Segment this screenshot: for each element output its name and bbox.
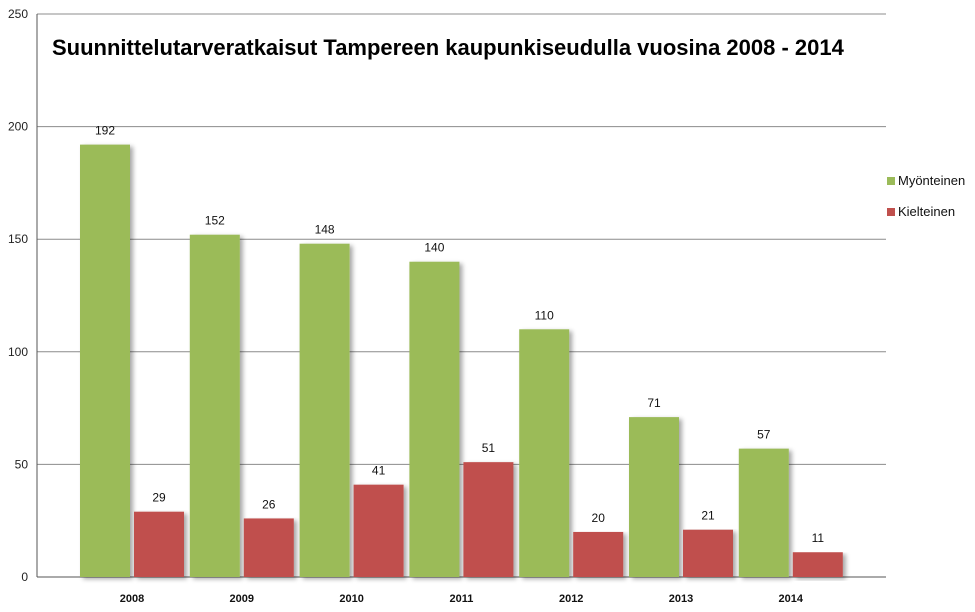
bar-myonteinen-2008 bbox=[80, 144, 130, 577]
data-label: 21 bbox=[701, 509, 715, 523]
y-tick-label: 200 bbox=[8, 120, 28, 134]
legend-swatch bbox=[887, 177, 895, 185]
bar-kielteinen-2013 bbox=[683, 529, 733, 577]
y-tick-label: 250 bbox=[8, 7, 28, 21]
x-tick-label: 2014 bbox=[779, 593, 804, 605]
data-label: 29 bbox=[152, 491, 166, 505]
legend-swatch bbox=[887, 208, 895, 216]
data-label: 26 bbox=[262, 497, 276, 511]
y-tick-label: 50 bbox=[15, 457, 29, 471]
y-tick-label: 0 bbox=[21, 570, 28, 584]
bar-kielteinen-2014 bbox=[792, 552, 843, 577]
x-tick-label: 2008 bbox=[120, 593, 144, 605]
data-label: 41 bbox=[372, 464, 386, 478]
bar-myonteinen-2012 bbox=[519, 329, 570, 577]
x-tick-label: 2011 bbox=[449, 593, 473, 605]
bar-kielteinen-2012 bbox=[573, 531, 624, 577]
data-label: 192 bbox=[95, 124, 115, 138]
bar-kielteinen-2009 bbox=[243, 518, 294, 577]
bar-myonteinen-2014 bbox=[738, 448, 789, 577]
data-label: 152 bbox=[205, 214, 225, 228]
bar-kielteinen-2010 bbox=[353, 484, 404, 577]
bar-myonteinen-2010 bbox=[299, 243, 350, 578]
bar-myonteinen-2009 bbox=[189, 234, 240, 578]
x-tick-label: 2009 bbox=[230, 593, 254, 605]
data-label: 140 bbox=[424, 241, 444, 255]
data-label: 51 bbox=[482, 441, 496, 455]
data-label: 20 bbox=[592, 511, 606, 525]
data-label: 57 bbox=[757, 428, 771, 442]
x-tick-label: 2012 bbox=[559, 593, 583, 605]
legend-label: Myönteinen bbox=[898, 173, 965, 188]
data-label: 11 bbox=[812, 531, 825, 545]
bar-myonteinen-2013 bbox=[629, 417, 679, 577]
legend-label: Kielteinen bbox=[898, 204, 955, 219]
data-label: 71 bbox=[647, 396, 661, 410]
chart-title: Suunnittelutarveratkaisut Tampereen kaup… bbox=[52, 35, 845, 60]
bar-myonteinen-2011 bbox=[409, 261, 460, 577]
y-tick-label: 150 bbox=[8, 232, 28, 246]
x-tick-label: 2013 bbox=[669, 593, 693, 605]
data-label: 148 bbox=[315, 223, 335, 237]
bar-kielteinen-2011 bbox=[463, 462, 514, 577]
data-label: 110 bbox=[535, 308, 554, 322]
x-tick-label: 2010 bbox=[339, 593, 363, 605]
bar-kielteinen-2008 bbox=[134, 511, 184, 577]
y-tick-label: 100 bbox=[8, 345, 28, 359]
